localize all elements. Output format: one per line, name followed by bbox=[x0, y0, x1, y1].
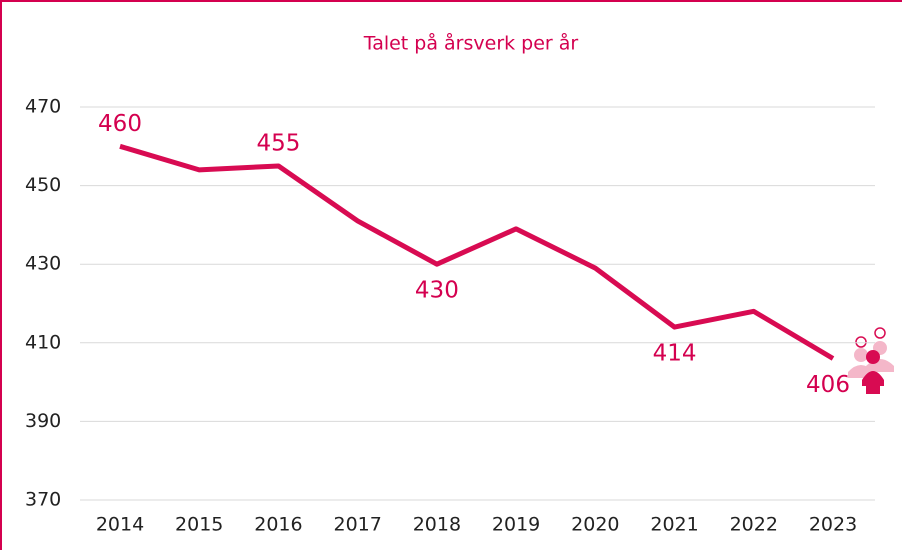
y-tick-label: 450 bbox=[25, 174, 61, 196]
x-tick-label: 2022 bbox=[730, 514, 778, 536]
data-label: 430 bbox=[415, 278, 459, 304]
x-tick-label: 2014 bbox=[96, 514, 144, 536]
data-label: 414 bbox=[653, 341, 697, 367]
y-tick-label: 410 bbox=[25, 331, 61, 353]
data-label: 406 bbox=[806, 372, 850, 398]
y-tick-label: 470 bbox=[25, 96, 61, 118]
people-icon bbox=[848, 327, 894, 394]
line bbox=[119, 143, 835, 361]
data-label: 455 bbox=[256, 130, 300, 156]
y-tick-label: 430 bbox=[25, 253, 61, 275]
x-tick-label: 2017 bbox=[333, 514, 381, 536]
y-tick-label: 390 bbox=[25, 410, 61, 432]
x-tick-label: 2021 bbox=[650, 514, 698, 536]
chart-title: Talet på årsverk per år bbox=[363, 32, 579, 55]
x-tick-label: 2018 bbox=[413, 514, 461, 536]
x-tick-label: 2015 bbox=[175, 514, 223, 536]
y-tick-label: 370 bbox=[25, 489, 61, 511]
x-tick-label: 2016 bbox=[254, 514, 302, 536]
data-label: 460 bbox=[98, 111, 142, 137]
x-tick-label: 2023 bbox=[809, 514, 857, 536]
x-tick-label: 2020 bbox=[571, 514, 619, 536]
x-tick-label: 2019 bbox=[492, 514, 540, 536]
